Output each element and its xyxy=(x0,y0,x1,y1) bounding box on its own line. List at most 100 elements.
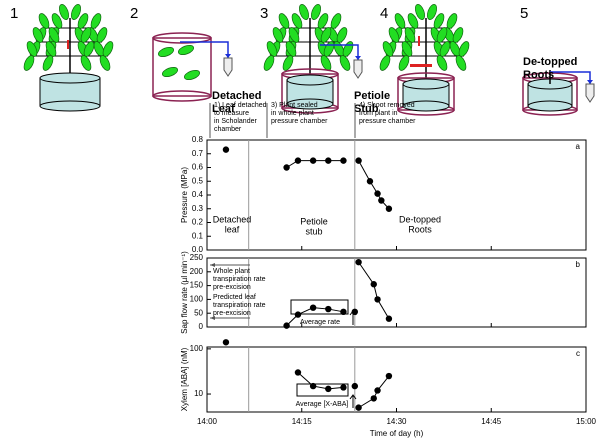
average-box xyxy=(290,299,349,315)
data-point xyxy=(370,395,377,402)
leaf xyxy=(272,27,284,43)
up-arrow xyxy=(349,394,357,408)
leaf xyxy=(427,4,437,20)
note: transpiration rate xyxy=(213,276,266,283)
pot-top xyxy=(402,78,450,90)
leaf xyxy=(158,47,174,57)
note: Whole plant xyxy=(213,268,250,275)
panel-letter: a xyxy=(576,142,581,151)
leaf xyxy=(436,55,448,71)
region-label: Detached xyxy=(213,214,252,224)
panel-label: Stub xyxy=(354,103,379,115)
note: pre-excision xyxy=(213,284,251,291)
y-tick-label: 50 xyxy=(194,308,203,317)
data-point xyxy=(351,308,359,316)
region-label: Petiole xyxy=(300,216,328,226)
leaf xyxy=(291,13,303,29)
leaf xyxy=(45,41,57,57)
leaf xyxy=(32,27,44,43)
panel-label: De-topped xyxy=(523,56,577,68)
leaf xyxy=(178,45,194,55)
leaf xyxy=(282,55,294,71)
leaf xyxy=(285,41,297,57)
y-tick-label: 0.1 xyxy=(192,231,204,240)
y-axis-label: Xylem [ABA] (nM) xyxy=(180,347,189,411)
y-tick-label: 250 xyxy=(190,253,204,262)
arrow-head xyxy=(355,56,361,60)
annotation: pressure chamber xyxy=(359,118,416,125)
y-tick-label: 0.0 xyxy=(192,245,204,254)
leaf xyxy=(299,4,309,20)
leaf xyxy=(42,55,54,71)
data-point xyxy=(294,369,302,376)
panel-number: 1 xyxy=(10,5,18,22)
panel-label: Roots xyxy=(523,69,554,81)
cut-mark xyxy=(67,40,69,49)
y-tick-label: 0.5 xyxy=(192,176,204,185)
y-tick-label: 0.6 xyxy=(192,163,204,172)
average-box xyxy=(296,383,349,397)
y-tick-label: 0.8 xyxy=(192,135,204,144)
chamber xyxy=(152,37,212,97)
pot-top xyxy=(286,74,334,86)
x-axis-label: Time of day (h) xyxy=(370,429,424,438)
annotation: chamber xyxy=(214,126,242,133)
leaf xyxy=(48,27,60,43)
y-tick-label: 0 xyxy=(199,322,204,331)
annotation: in Scholander xyxy=(214,118,257,125)
annotation: 4) Shoot removed xyxy=(359,102,415,109)
pot-top xyxy=(39,72,101,84)
note: Average rate xyxy=(300,319,340,326)
arrow-head xyxy=(587,80,593,84)
leaf xyxy=(38,13,50,29)
chamber-top xyxy=(152,32,212,44)
annotation: pressure chamber xyxy=(271,118,328,125)
data-point xyxy=(222,146,230,153)
x-tick-label: 14:30 xyxy=(386,417,407,426)
data-point xyxy=(294,157,302,164)
series-line xyxy=(358,375,390,409)
flow-arrow xyxy=(320,44,359,60)
leaf xyxy=(71,4,81,20)
note: Predicted leaf xyxy=(213,294,256,301)
region-label: leaf xyxy=(225,224,240,234)
data-point xyxy=(366,178,374,185)
pot-bottom xyxy=(286,98,334,110)
annotation: to measure xyxy=(214,110,249,117)
panel-number: 3 xyxy=(260,5,268,22)
leaf xyxy=(382,41,394,57)
leaf xyxy=(23,55,35,71)
data-point xyxy=(309,157,317,164)
data-point xyxy=(340,157,347,164)
leaf xyxy=(398,55,410,71)
data-point xyxy=(325,385,332,393)
y-tick-label: 100 xyxy=(190,295,204,304)
leaf xyxy=(404,27,416,43)
data-point xyxy=(309,382,317,390)
y-tick-label: 100 xyxy=(190,344,204,353)
panel-number: 5 xyxy=(520,5,528,22)
panel-label: Leaf xyxy=(212,103,235,115)
panel-number: 2 xyxy=(130,5,138,22)
leaf xyxy=(51,13,63,29)
tube xyxy=(353,59,363,79)
cut-mark xyxy=(418,36,420,46)
x-tick-label: 14:45 xyxy=(481,417,502,426)
y-tick-label: 10 xyxy=(194,389,203,398)
data-point xyxy=(309,304,317,311)
annotation: 3) Plant sealed xyxy=(271,102,318,109)
leaf xyxy=(99,55,111,71)
series-line xyxy=(358,261,390,319)
pot-bottom xyxy=(527,100,573,112)
leaf xyxy=(415,4,425,20)
arrow-head xyxy=(225,54,231,58)
y-tick-label: 0.2 xyxy=(192,218,204,227)
leaf xyxy=(59,4,69,20)
tube xyxy=(585,83,595,103)
leaf xyxy=(455,55,467,71)
data-point xyxy=(370,281,377,288)
x-tick-label: 15:00 xyxy=(576,417,597,426)
data-point xyxy=(351,382,359,390)
leaf xyxy=(162,67,178,77)
